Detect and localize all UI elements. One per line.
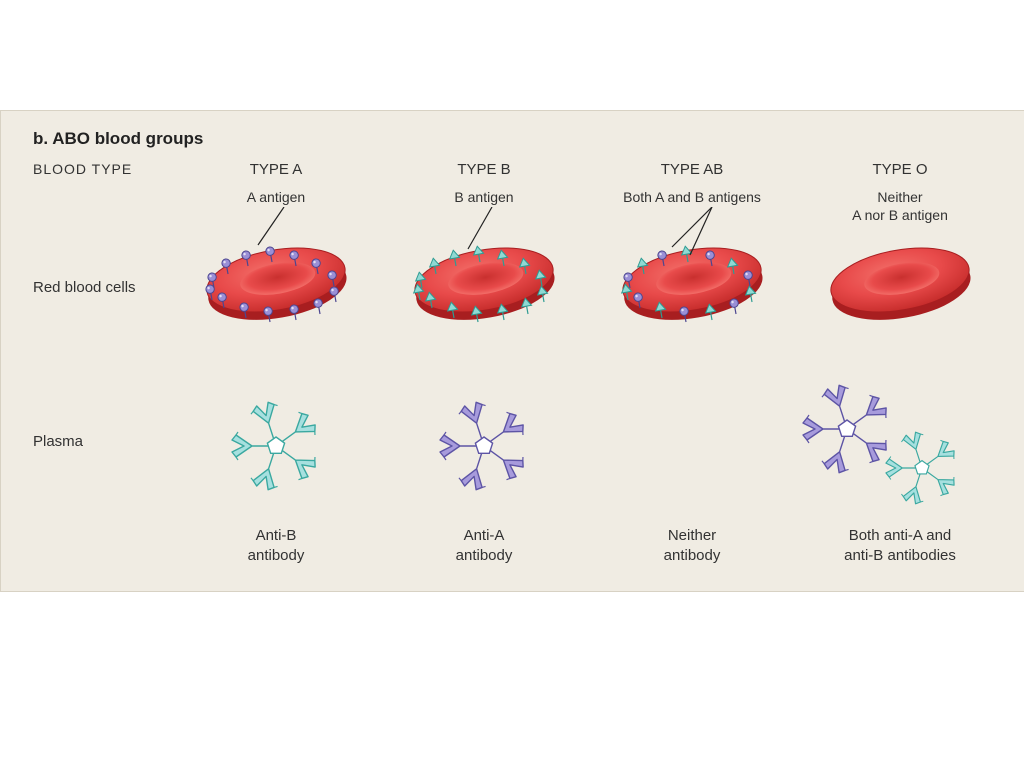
antibody-typeO: [795, 379, 1005, 499]
column-header-typeB: TYPE B: [379, 161, 589, 178]
antigen-label-typeB: B antigen: [379, 189, 589, 207]
column-header-typeA: TYPE A: [171, 161, 381, 178]
panel-title: b. ABO blood groups: [33, 129, 203, 149]
antibody-typeAB: [587, 396, 797, 516]
antigen-label-typeAB: Both A and B antigens: [587, 189, 797, 207]
page: b. ABO blood groups BLOOD TYPE Red blood…: [0, 0, 1024, 767]
diagram-panel: b. ABO blood groups BLOOD TYPE Red blood…: [0, 110, 1024, 592]
pointer-typeB: [379, 207, 589, 277]
antibody-label-typeB: Anti-A antibody: [379, 526, 589, 565]
antibody-label-typeA: Anti-B antibody: [171, 526, 381, 565]
pointer-typeA: [171, 207, 381, 277]
antigen-label-typeA: A antigen: [171, 189, 381, 207]
pointer-typeAB: [587, 207, 797, 277]
row-label-rbc: Red blood cells: [33, 279, 136, 296]
row-label-bloodtype: BLOOD TYPE: [33, 161, 132, 177]
antibody-typeB: [379, 396, 589, 516]
antibody-label-typeO: Both anti-A and anti-B antibodies: [795, 526, 1005, 565]
rbc-typeO: [795, 219, 1005, 359]
antibody-typeA: [171, 396, 381, 516]
antibody-label-typeAB: Neither antibody: [587, 526, 797, 565]
row-label-plasma: Plasma: [33, 433, 83, 450]
column-header-typeO: TYPE O: [795, 161, 1005, 178]
column-header-typeAB: TYPE AB: [587, 161, 797, 178]
